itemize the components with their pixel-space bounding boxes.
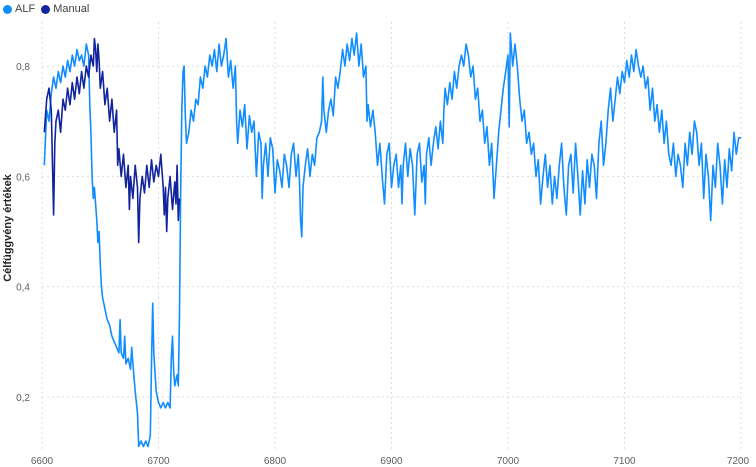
x-tick-label: 6700 xyxy=(147,456,170,467)
y-axis-label: Célfüggvény értékek xyxy=(2,173,14,281)
legend-marker-alf xyxy=(3,4,12,14)
x-tick-label: 7200 xyxy=(727,456,750,467)
x-tick-label: 6900 xyxy=(380,456,403,467)
y-axis-ticks: 0,2 0,4 0,6 0,8 xyxy=(16,62,30,404)
series-line-manual xyxy=(43,37,181,244)
x-axis-ticks: 6600 6700 6800 6900 7000 7100 7200 xyxy=(31,456,750,467)
y-tick-label: 0,8 xyxy=(16,62,30,73)
legend-item-manual[interactable]: Manual xyxy=(41,3,89,15)
legend-marker-manual xyxy=(41,4,51,14)
gridlines xyxy=(41,22,742,452)
x-tick-label: 7000 xyxy=(497,456,520,467)
series-lines xyxy=(43,32,741,448)
y-tick-label: 0,6 xyxy=(16,172,30,183)
y-tick-label: 0,4 xyxy=(16,283,30,294)
series-line-alf xyxy=(43,32,741,448)
x-tick-label: 7100 xyxy=(613,456,636,467)
legend-label-manual: Manual xyxy=(53,3,90,15)
x-tick-label: 6600 xyxy=(31,456,54,467)
legend-label-alf: ALF xyxy=(15,3,36,15)
legend: ALF Manual xyxy=(3,3,95,15)
x-tick-label: 6800 xyxy=(264,456,287,467)
legend-item-alf[interactable]: ALF xyxy=(3,3,35,15)
y-tick-label: 0,2 xyxy=(16,393,30,404)
